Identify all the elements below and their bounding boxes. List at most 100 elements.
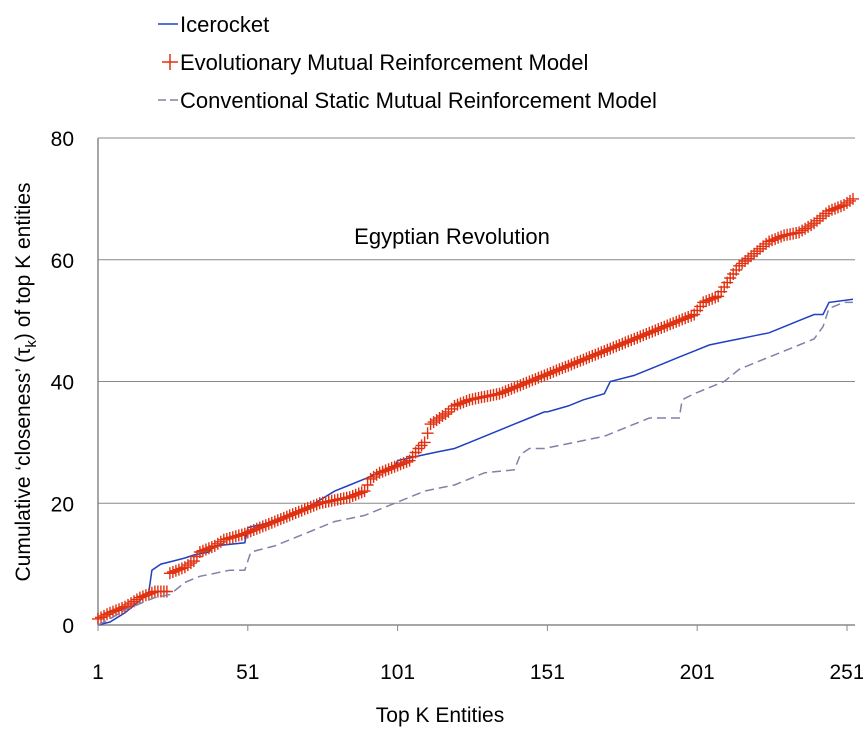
data-point-marker [508,381,521,394]
data-point-marker [556,362,569,375]
data-point-marker [652,323,665,336]
data-point-marker [247,524,260,536]
data-point-marker [460,395,473,407]
data-point-marker [199,543,212,556]
data-point-marker [538,369,551,382]
data-point-marker [415,439,428,452]
data-point-marker [751,245,764,258]
data-point-marker [559,360,572,373]
legend-item-conventional: Conventional Static Mutual Reinforcement… [158,88,657,113]
data-point-marker [535,370,548,383]
data-point-marker [829,202,841,215]
data-point-marker [92,612,104,625]
x-tick-label: 151 [530,661,565,684]
data-point-marker [355,486,368,499]
data-point-marker [298,503,311,516]
data-point-marker [439,408,452,420]
series-lines [92,192,859,626]
data-point-marker [847,192,859,205]
data-point-marker [703,293,716,306]
data-point-marker [661,319,674,332]
data-point-marker [766,234,779,247]
data-point-marker [505,382,518,395]
data-point-marker [646,325,659,338]
data-point-marker [373,466,386,479]
data-point-marker [220,532,233,545]
data-point-marker [241,526,254,539]
legend-item-evolutionary: Evolutionary Mutual Reinforcement Model [162,50,588,75]
data-point-marker [832,201,844,214]
data-point-marker [520,376,533,389]
data-point-marker [610,340,623,353]
data-point-marker [169,564,182,577]
data-point-marker [229,530,242,543]
data-point-marker [289,507,302,519]
data-point-marker [682,311,695,323]
data-point-marker [454,397,467,410]
grid-lines [98,137,855,504]
data-point-marker [250,522,263,535]
data-point-marker [256,520,269,533]
data-point-marker [238,527,251,540]
data-point-marker [823,205,835,218]
data-point-marker [664,318,677,331]
data-point-marker [502,384,515,396]
data-point-marker [613,339,626,351]
data-point-marker [448,399,461,412]
legend-label-2: Conventional Static Mutual Reinforcement… [180,88,657,113]
data-point-marker [349,488,362,501]
series-evolutionary-markers [92,192,859,625]
data-point-marker [586,349,599,362]
y-tick-label: 80 [51,128,74,151]
data-point-marker [307,499,320,512]
data-point-marker [511,380,524,393]
data-point-marker [649,324,662,337]
data-point-marker [583,351,596,364]
data-point-marker [607,341,620,354]
y-axis-title: Cumulative ‘closeness’ (τk) of top K ent… [12,182,40,581]
data-point-marker [95,611,107,624]
data-point-marker [130,593,143,606]
data-point-marker [107,605,119,618]
data-point-marker [574,354,587,367]
data-point-marker [304,500,317,513]
data-point-marker [184,557,197,570]
data-point-marker [139,589,152,602]
data-point-marker [709,291,722,304]
data-point-marker [136,590,149,603]
data-point-marker [655,321,668,334]
data-point-marker [101,608,113,621]
data-point-marker [196,544,209,557]
y-axis-title-sub: k [23,340,40,348]
data-point-marker [763,235,776,248]
data-point-marker [98,609,110,622]
data-point-marker [142,588,155,600]
x-tick-label: 1 [92,661,104,684]
data-point-marker [817,209,829,222]
data-point-marker [232,529,245,542]
data-point-marker [571,356,584,368]
data-point-marker [679,312,692,325]
data-point-marker [295,504,308,517]
data-point-marker [286,508,299,521]
data-point-marker [523,375,536,388]
data-point-marker [358,485,371,498]
data-point-marker [412,442,425,455]
data-point-marker [775,230,788,243]
y-tick-label: 40 [51,372,74,395]
data-point-marker [529,373,542,386]
y-axis-title-prefix: Cumulative ‘closeness’ (τ [12,347,35,582]
data-point-marker [259,519,272,532]
axes [97,138,855,626]
series-conventional-line [97,301,853,626]
x-tick-label: 251 [829,661,863,684]
data-point-marker [388,460,401,473]
x-axis-title: Top K Entities [376,704,504,727]
data-point-marker [616,337,629,350]
data-point-marker [343,491,356,504]
data-point-marker [532,371,545,384]
x-tick-label: 51 [236,661,259,684]
data-point-marker [346,489,359,502]
data-point-marker [457,396,470,409]
